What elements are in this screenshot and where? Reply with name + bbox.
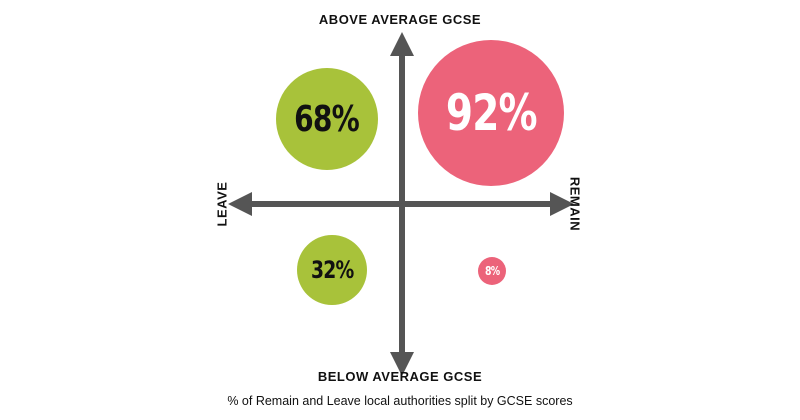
leave-below-bubble: 32% [297,235,367,305]
caption: % of Remain and Leave local authorities … [227,394,573,408]
leave-above-value: 68% [294,98,361,140]
remain-label: REMAIN [567,176,583,232]
remain-below-bubble: 8% [478,257,506,285]
remain-above-bubble: 92% [418,40,564,186]
remain-below-value: 8% [484,264,500,278]
remain-above-value: 92% [445,84,537,142]
leave-label: LEAVE [214,181,230,227]
leave-below-value: 32% [310,256,354,284]
leave-above-bubble: 68% [276,68,378,170]
above-average-label: ABOVE AVERAGE GCSE [318,12,482,27]
below-average-label: BELOW AVERAGE GCSE [317,369,483,384]
